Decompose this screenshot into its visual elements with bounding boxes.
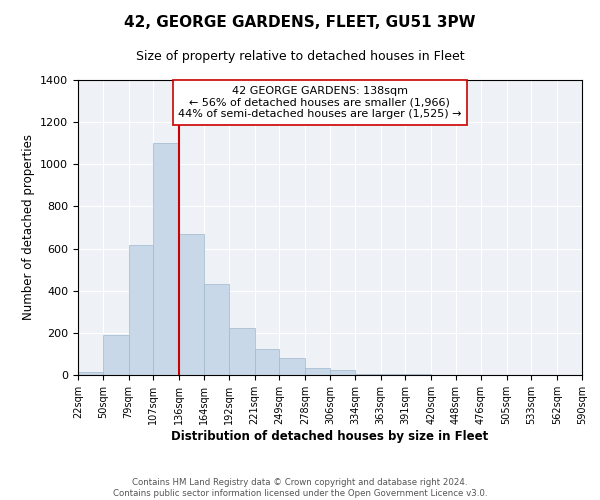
Bar	[78, 372, 103, 375]
Bar	[406, 374, 431, 375]
Bar	[128, 246, 154, 375]
Bar	[103, 335, 128, 375]
Bar	[179, 234, 204, 375]
X-axis label: Distribution of detached houses by size in Fleet: Distribution of detached houses by size …	[172, 430, 488, 442]
Text: 42, GEORGE GARDENS, FLEET, GU51 3PW: 42, GEORGE GARDENS, FLEET, GU51 3PW	[124, 15, 476, 30]
Bar	[380, 374, 406, 375]
Bar	[154, 143, 179, 375]
Bar	[305, 368, 330, 375]
Text: Contains HM Land Registry data © Crown copyright and database right 2024.
Contai: Contains HM Land Registry data © Crown c…	[113, 478, 487, 498]
Bar	[330, 370, 355, 375]
Y-axis label: Number of detached properties: Number of detached properties	[22, 134, 35, 320]
Bar	[254, 348, 280, 375]
Text: 42 GEORGE GARDENS: 138sqm
← 56% of detached houses are smaller (1,966)
44% of se: 42 GEORGE GARDENS: 138sqm ← 56% of detac…	[178, 86, 461, 119]
Bar	[355, 374, 380, 375]
Bar	[229, 328, 254, 375]
Text: Size of property relative to detached houses in Fleet: Size of property relative to detached ho…	[136, 50, 464, 63]
Bar	[204, 284, 229, 375]
Bar	[280, 358, 305, 375]
